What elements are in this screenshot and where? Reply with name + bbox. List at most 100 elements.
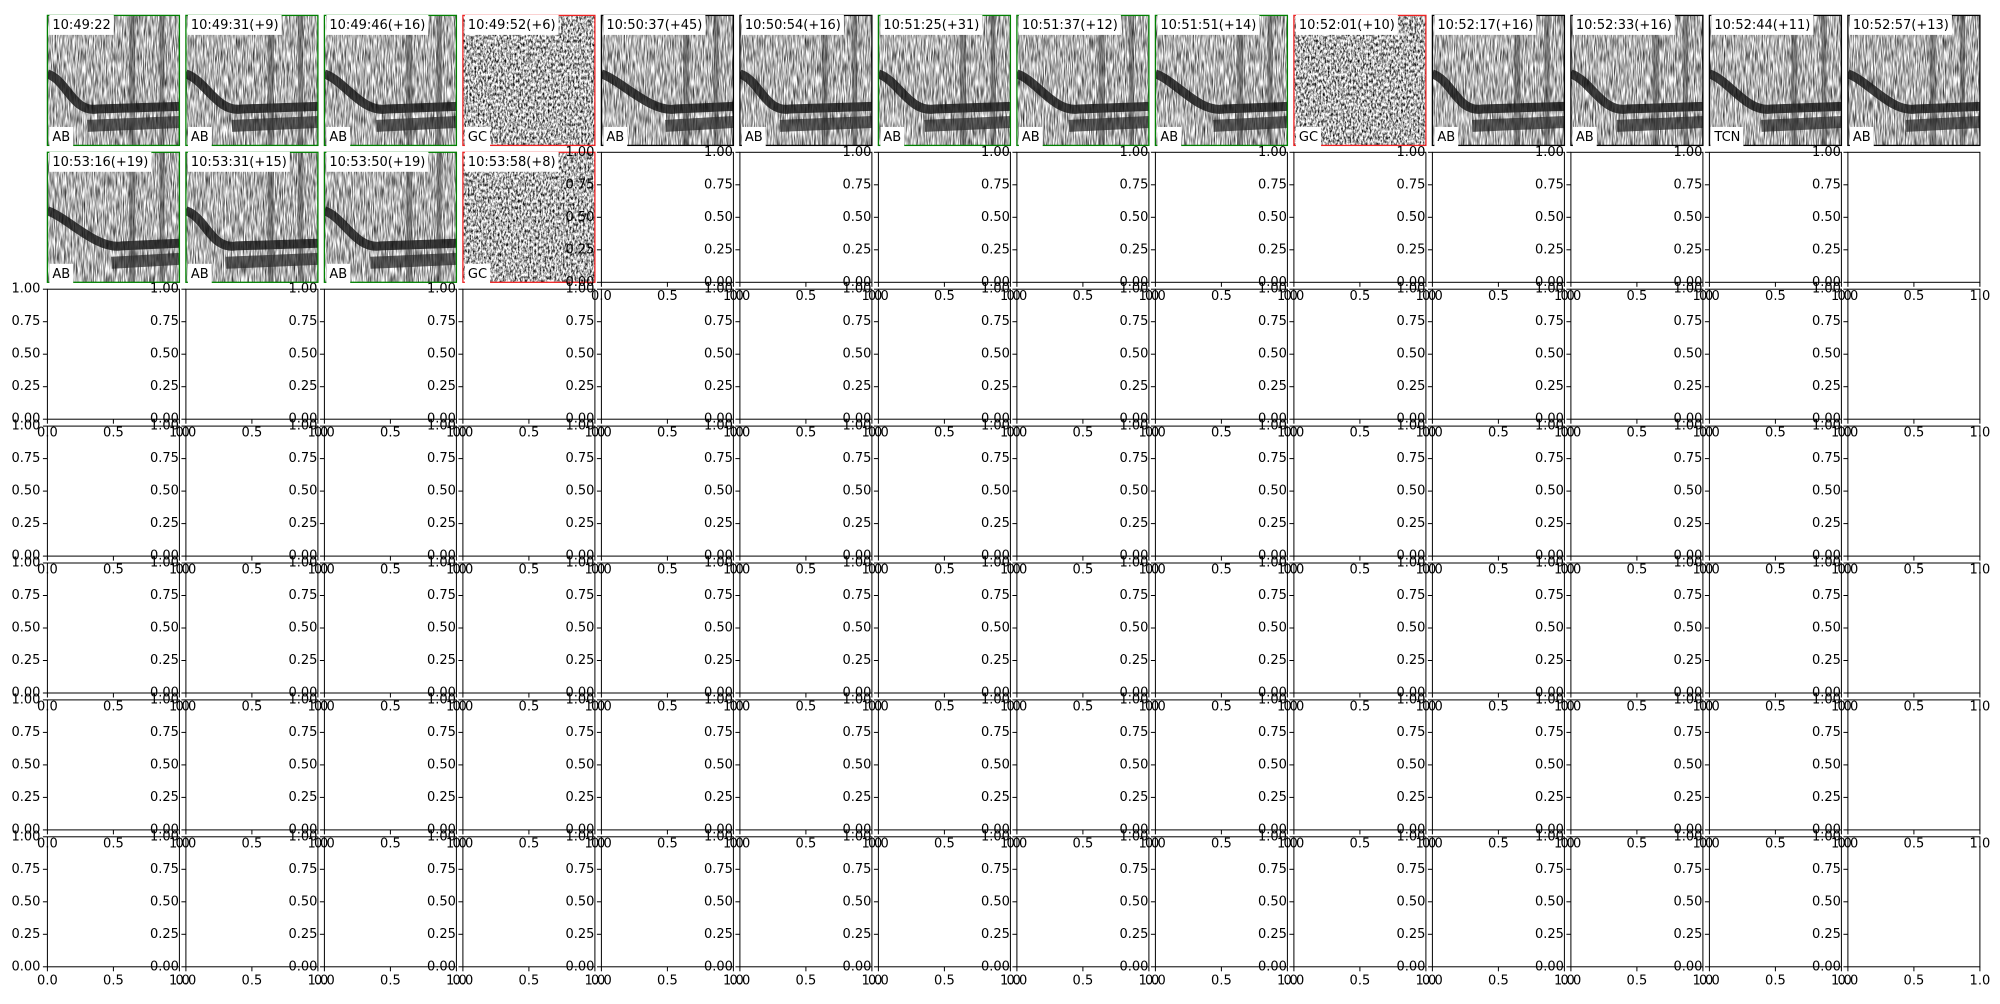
y-tick-label: 0.00 <box>842 686 871 701</box>
axes-frame <box>46 425 180 557</box>
x-tick-label: 0.5 <box>1350 289 1371 304</box>
y-tick-label: 0.50 <box>1673 484 1702 499</box>
y-tick-label: 0.75 <box>1258 588 1287 603</box>
y-tick-label: 0.75 <box>1535 588 1564 603</box>
panel-title: 10:49:31(+9) <box>191 18 279 33</box>
y-tick-label: 1.00 <box>288 556 317 571</box>
y-tick-label: 0.25 <box>1673 653 1702 668</box>
label-box <box>1572 126 1597 147</box>
y-tick-label: 0.75 <box>1396 725 1425 740</box>
x-tick-label: 0.5 <box>934 426 955 441</box>
panel-title: 10:52:01(+10) <box>1299 18 1395 33</box>
y-tick-label: 0.25 <box>1396 927 1425 942</box>
y-tick-label: 0.50 <box>150 347 179 362</box>
label-box <box>1018 14 1121 35</box>
x-tick-label: 0.5 <box>1488 289 1509 304</box>
axes-frame <box>185 288 319 420</box>
y-tick-label: 0.75 <box>842 177 871 192</box>
y-tick-label: 1.00 <box>565 556 594 571</box>
x-tick-label: 0.5 <box>796 289 817 304</box>
y-tick-label: 0.25 <box>842 790 871 805</box>
y-tick-label: 0.75 <box>11 725 40 740</box>
y-tick-label: 0.50 <box>1535 621 1564 636</box>
x-tick-label: 1.0 <box>723 973 744 988</box>
call-band <box>376 116 457 132</box>
y-tick-label: 0.25 <box>1812 516 1841 531</box>
y-tick-label: 0.50 <box>704 484 733 499</box>
y-tick-label: 0.50 <box>981 621 1010 636</box>
panel-label: AB <box>745 130 763 145</box>
x-tick-label: 0.5 <box>242 426 263 441</box>
y-tick-label: 1.00 <box>981 692 1010 707</box>
y-tick-label: 1.00 <box>1673 692 1702 707</box>
y-tick-label: 0.50 <box>1812 621 1841 636</box>
x-tick-label: 0.5 <box>1488 426 1509 441</box>
axes-frame <box>600 151 734 283</box>
call-stripe <box>129 15 136 146</box>
x-tick-label: 0.5 <box>380 426 401 441</box>
spectrogram-panel: 10:53:58(+8) GC <box>462 151 596 284</box>
y-tick-label: 0.50 <box>150 621 179 636</box>
axes-frame <box>1154 151 1288 283</box>
y-tick-label: 0.00 <box>1396 686 1425 701</box>
x-tick-label: 0.5 <box>1765 563 1786 578</box>
y-tick-label: 0.50 <box>981 347 1010 362</box>
call-stripe <box>436 15 442 146</box>
x-tick-label: 0.0 <box>1422 973 1443 988</box>
call-band <box>878 69 1011 114</box>
y-tick-label: 0.25 <box>1673 927 1702 942</box>
label-box <box>880 14 983 35</box>
y-tick-label: 0.75 <box>11 314 40 329</box>
y-tick-label: 0.75 <box>288 314 317 329</box>
empty-axes: 0.000.250.500.751.000.0 0.5 1.0 <box>288 829 466 988</box>
y-tick-label: 0.25 <box>1396 653 1425 668</box>
y-tick-label: 1.00 <box>1396 692 1425 707</box>
x-tick-label: 1.0 <box>1554 973 1575 988</box>
y-tick-label: 0.25 <box>565 242 594 257</box>
y-tick-label: 1.00 <box>1396 145 1425 160</box>
call-stripe <box>1821 15 1827 146</box>
axes-frame <box>1431 288 1565 420</box>
x-tick-label: 1.0 <box>1277 973 1298 988</box>
x-tick-label: 0.5 <box>380 973 401 988</box>
y-tick-label: 0.25 <box>704 379 733 394</box>
spectrogram <box>324 152 457 283</box>
y-tick-label: 0.25 <box>565 516 594 531</box>
axes-frame <box>46 288 180 420</box>
y-tick-label: 0.50 <box>1119 484 1148 499</box>
label-box <box>326 151 429 172</box>
y-tick-label: 0.50 <box>1535 210 1564 225</box>
spectrogram-panel: 10:49:22 AB <box>46 14 181 147</box>
y-tick-label: 1.00 <box>842 829 871 844</box>
x-tick-label: 0.5 <box>1073 973 1094 988</box>
empty-axes: 0.000.250.500.751.000.0 0.5 1.0 <box>150 829 328 988</box>
y-tick-label: 1.00 <box>981 556 1010 571</box>
y-tick-label: 0.00 <box>704 822 733 837</box>
call-stripe <box>159 152 165 283</box>
y-tick-label: 0.50 <box>704 894 733 909</box>
y-tick-label: 0.75 <box>842 314 871 329</box>
axes-frame <box>739 151 873 283</box>
x-tick-label: 0.5 <box>1904 700 1925 715</box>
x-tick-label: 0.5 <box>1627 700 1648 715</box>
y-tick-label: 0.00 <box>427 959 456 974</box>
panel-label: AB <box>329 130 347 145</box>
empty-axes: 0.000.250.500.751.000.0 0.5 1.0 <box>842 282 1020 441</box>
y-tick-label: 1.00 <box>1812 282 1841 297</box>
panel-title: 10:49:46(+16) <box>329 18 425 33</box>
y-tick-label: 0.50 <box>1396 894 1425 909</box>
y-tick-label: 0.50 <box>1673 757 1702 772</box>
x-tick-label: 0.5 <box>1904 973 1925 988</box>
y-tick-label: 1.00 <box>1812 145 1841 160</box>
y-tick-label: 0.75 <box>1396 177 1425 192</box>
axes-frame <box>323 836 457 968</box>
y-tick-label: 0.25 <box>427 790 456 805</box>
axes-frame <box>1847 562 1981 694</box>
y-tick-label: 1.00 <box>704 692 733 707</box>
y-tick-label: 0.75 <box>704 862 733 877</box>
y-tick-label: 0.50 <box>1535 894 1564 909</box>
y-tick-label: 0.00 <box>981 275 1010 290</box>
x-tick-label: 0.5 <box>1350 973 1371 988</box>
y-tick-label: 0.75 <box>427 314 456 329</box>
x-tick-label: 0.0 <box>1838 973 1859 988</box>
